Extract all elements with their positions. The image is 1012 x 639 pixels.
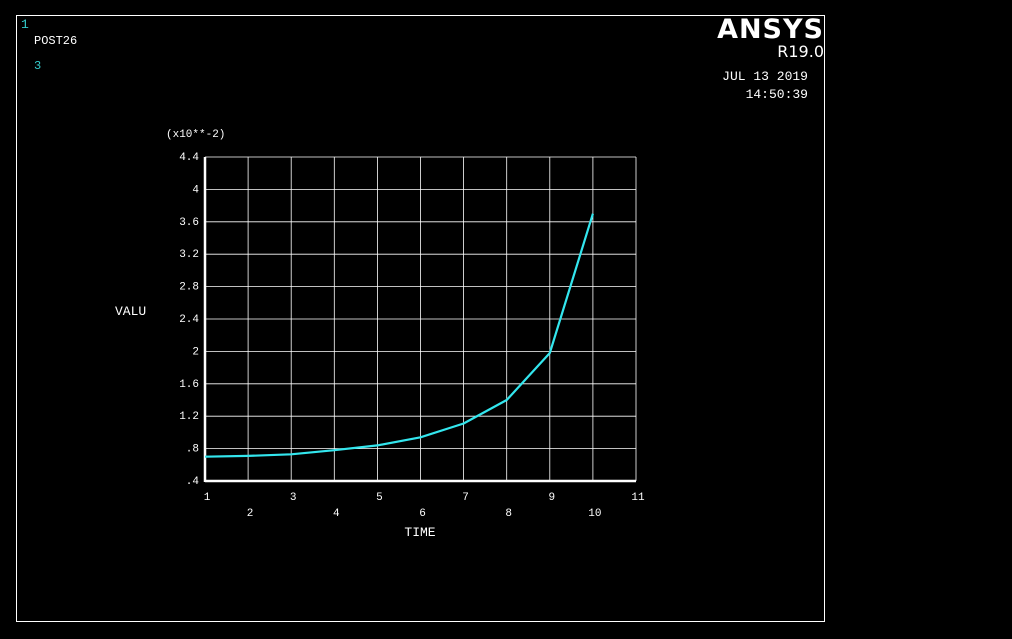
x-tick-label: 8: [505, 508, 512, 520]
y-tick-label: .4: [186, 476, 200, 488]
curve-number-label: 3: [34, 59, 42, 73]
y-tick-label: .8: [186, 444, 199, 456]
x-tick-label: 6: [419, 508, 426, 520]
axes: [203, 157, 636, 483]
ansys-logo: ANSYS: [717, 14, 824, 45]
x-axis-title: TIME: [404, 525, 435, 540]
x-tick-label: 2: [247, 508, 254, 520]
y-tick-label: 2.8: [179, 282, 199, 294]
y-tick-label: 3.6: [179, 217, 199, 229]
grid-lines: [205, 156, 637, 481]
post-processor-label: POST26: [34, 34, 78, 48]
x-tick-labels: 1 2 3 4 5 6 7 8 9 10 11: [204, 492, 645, 520]
y-tick-label: 4.4: [179, 152, 199, 164]
y-tick-labels: .4 .8 1.2 1.6 2 2.4 2.8 3.2 3.6 4 4.4: [179, 152, 199, 488]
y-axis-title: VALU: [115, 304, 146, 319]
x-tick-label: 7: [462, 492, 469, 504]
x-tick-label: 11: [631, 492, 645, 504]
date-stamp: JUL 13 2019: [722, 69, 808, 84]
x-tick-label: 9: [548, 492, 555, 504]
y-tick-label: 4: [192, 184, 199, 196]
x-tick-label: 5: [376, 492, 383, 504]
x-tick-label: 1: [204, 492, 211, 504]
version-label: R19.0: [777, 42, 824, 61]
y-tick-label: 3.2: [179, 249, 199, 261]
y-tick-label: 2: [192, 346, 199, 358]
x-tick-label: 3: [290, 492, 297, 504]
x-tick-label: 4: [333, 508, 340, 520]
series-line: [204, 213, 594, 458]
x-tick-label: 10: [588, 508, 601, 520]
window-number: 1: [21, 17, 29, 32]
graphics-window-frame: [16, 15, 825, 622]
y-tick-label: 2.4: [179, 314, 199, 326]
time-stamp: 14:50:39: [745, 87, 808, 102]
y-tick-label: 1.2: [179, 411, 199, 423]
series-layer: [204, 213, 594, 458]
y-tick-label: 1.6: [179, 379, 199, 391]
y-multiplier-label: (x10**-2): [166, 129, 225, 141]
